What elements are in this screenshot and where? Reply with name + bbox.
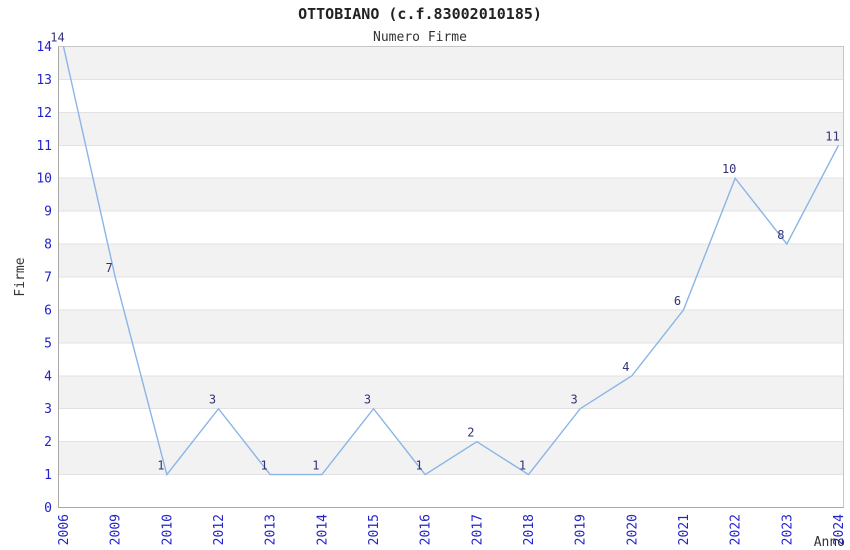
plot-band [58,244,844,277]
y-tick-label: 0 [44,501,52,516]
y-tick-label: 4 [44,369,52,384]
point-label: 3 [571,393,578,407]
y-tick-label: 5 [44,336,52,351]
y-tick-label: 1 [44,468,52,483]
point-label: 8 [777,228,784,242]
y-tick-label: 12 [36,106,52,121]
x-tick-label: 2015 [367,514,382,545]
plot-band [58,112,844,146]
point-label: 1 [312,459,319,473]
y-tick-label: 7 [44,271,52,286]
point-label: 1 [261,459,268,473]
point-label: 1 [519,459,526,473]
chart-title: OTTOBIANO (c.f.83002010185) [298,5,542,23]
x-tick-label: 2014 [315,514,330,545]
y-tick-label: 11 [36,139,52,154]
x-axis-title: Anno [814,535,845,550]
point-label: 4 [622,360,629,374]
point-label: 3 [209,393,216,407]
plot-band [58,375,844,409]
x-tick-label: 2010 [160,514,175,545]
point-label: 11 [825,129,839,143]
point-label: 14 [50,31,64,45]
y-tick-label: 8 [44,238,52,253]
x-tick-label: 2018 [522,514,537,545]
point-label: 3 [364,393,371,407]
x-tick-label: 2023 [780,514,795,545]
point-label: 6 [674,294,681,308]
y-tick-label: 3 [44,402,52,417]
x-tick-label: 2019 [574,514,589,545]
point-label: 10 [722,162,736,176]
x-tick-label: 2013 [264,514,279,545]
y-tick-label: 2 [44,435,52,450]
x-tick-label: 2022 [729,514,744,545]
y-tick-label: 6 [44,303,52,318]
x-tick-label: 2020 [625,514,640,545]
x-tick-label: 2021 [677,514,692,545]
point-label: 2 [467,426,474,440]
x-tick-label: 2006 [57,514,72,545]
chart-subtitle: Numero Firme [373,30,467,45]
y-tick-label: 10 [36,172,52,187]
y-axis-title: Firme [13,257,28,296]
x-tick-label: 2024 [832,514,847,545]
plot-band [58,178,844,212]
x-tick-label: 2009 [109,514,124,545]
point-label: 1 [157,459,164,473]
point-label: 7 [106,261,113,275]
x-tick-label: 2016 [419,514,434,545]
y-tick-label: 13 [36,73,52,88]
series-line [62,46,840,477]
plot-band [58,46,844,80]
x-tick-label: 2017 [470,514,485,545]
plot-band [58,309,844,343]
x-tick-label: 2012 [212,514,227,545]
y-tick-label: 9 [44,205,52,220]
y-tick-label: 14 [36,40,52,55]
point-label: 1 [416,459,423,473]
